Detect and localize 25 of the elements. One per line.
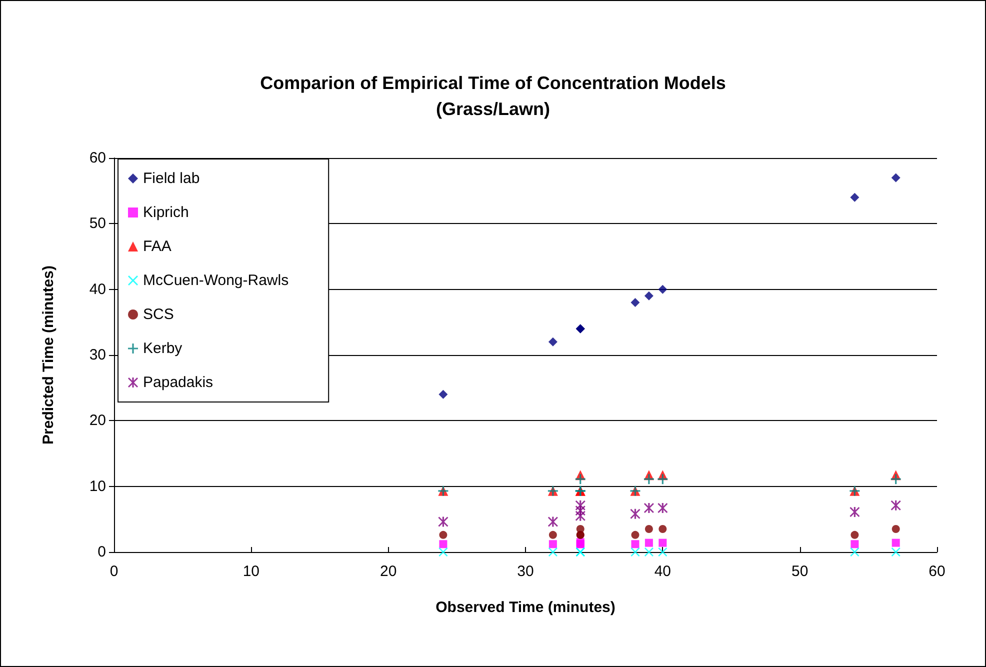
y-tick-label: 20 [89, 412, 106, 430]
y-axis-title: Predicted Time (minutes) [40, 266, 57, 444]
legend-label: FAA [143, 238, 172, 255]
y-tick-label: 60 [89, 150, 106, 166]
y-tick-label: 30 [89, 346, 106, 364]
x-axis-title: Observed Time (minutes) [436, 599, 616, 616]
legend-label: Papadakis [143, 374, 214, 391]
x-tick-label: 0 [110, 563, 118, 580]
chart-subtitle: (Grass/Lawn) [436, 99, 550, 119]
x-tick-label: 30 [517, 563, 534, 580]
legend-label: McCuen-Wong-Rawls [143, 272, 289, 289]
chart-title: Comparion of Empirical Time of Concentration Models [260, 73, 726, 93]
y-tick-label: 50 [89, 215, 106, 232]
legend-label: Kiprich [143, 204, 189, 221]
y-tick-label: 10 [89, 478, 106, 495]
legend-label: SCS [143, 306, 174, 323]
x-tick-label: 50 [791, 563, 808, 580]
y-tick-label: 0 [98, 544, 106, 560]
x-tick-label: 10 [242, 563, 260, 580]
x-tick-label: 40 [654, 563, 672, 580]
x-tick-label: 20 [380, 563, 397, 580]
y-tick-label: 40 [89, 280, 106, 298]
legend-label: Field lab [143, 170, 200, 187]
legend-label: Kerby [143, 340, 183, 357]
x-tick-label: 60 [928, 563, 946, 580]
